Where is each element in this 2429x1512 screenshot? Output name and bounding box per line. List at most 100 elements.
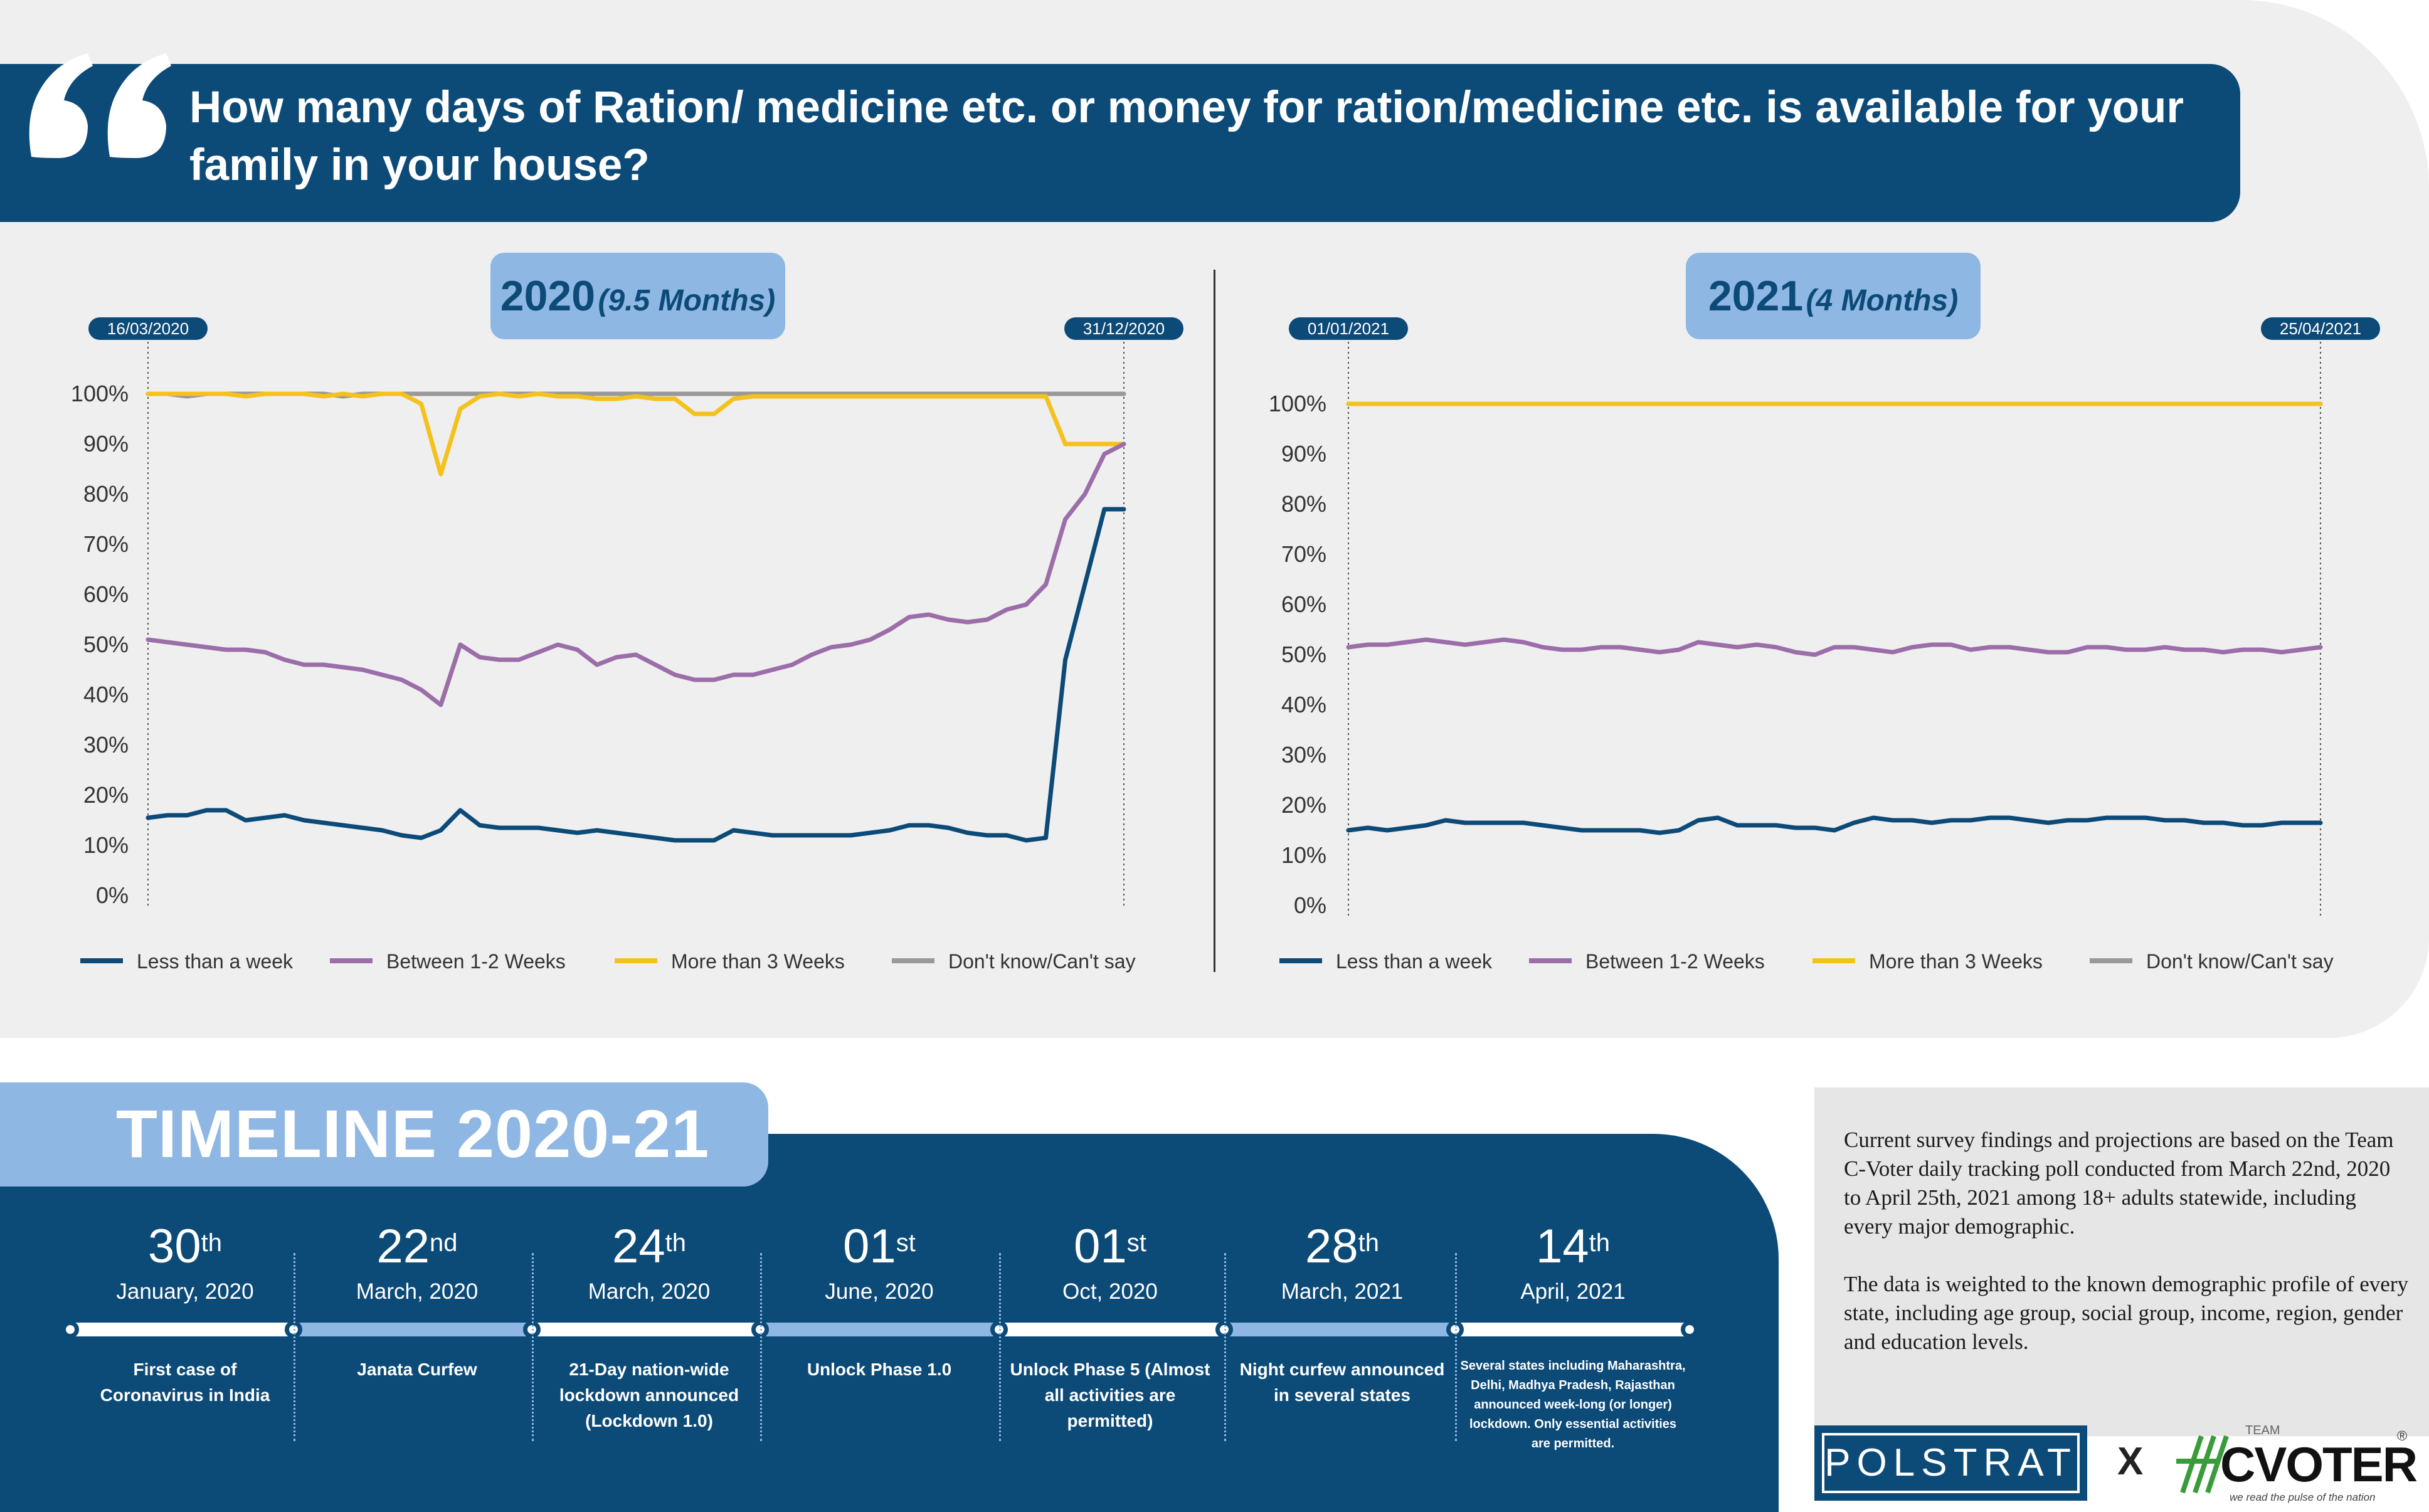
legend-label-between: Between 1-2 Weeks bbox=[386, 950, 566, 973]
logo-separator: X bbox=[2117, 1440, 2144, 1483]
timeline-dot bbox=[1681, 1321, 1698, 1338]
timeline-header bbox=[0, 1082, 768, 1187]
methodology-box bbox=[1814, 1087, 2429, 1436]
timeline-date: 28th March, 2021 bbox=[1239, 1222, 1446, 1304]
methodology-text: Current survey findings and projections … bbox=[1844, 1126, 2408, 1385]
timeline-date: 30th January, 2020 bbox=[82, 1222, 288, 1304]
timeline-month: April, 2021 bbox=[1520, 1279, 1626, 1304]
y-tick-label: 10% bbox=[1281, 842, 1326, 868]
series-line-less bbox=[146, 507, 1126, 843]
cvoter-tagline: we read the pulse of the nation bbox=[2230, 1491, 2376, 1503]
series-line-less bbox=[1346, 815, 2323, 835]
timeline-day-suffix: th bbox=[201, 1229, 222, 1257]
timeline-description: Janata Curfew bbox=[357, 1360, 477, 1379]
legend-label-dontknow: Don't know/Can't say bbox=[2146, 950, 2334, 973]
timeline-date: 24th March, 2020 bbox=[546, 1222, 753, 1304]
question-text: How many days of Ration/ medicine etc. o… bbox=[189, 83, 2184, 190]
end-date-badge-text: 25/04/2021 bbox=[2280, 319, 2361, 338]
cvoter-bars-icon bbox=[2176, 1435, 2229, 1494]
legend-label-less: Less than a week bbox=[1336, 950, 1493, 973]
timeline-segment bbox=[70, 1323, 294, 1336]
question-banner bbox=[0, 64, 2240, 222]
timeline-segment bbox=[1455, 1323, 1690, 1336]
timeline-day: 30th bbox=[148, 1220, 222, 1273]
timeline-day-suffix: st bbox=[896, 1229, 916, 1257]
timeline-segment bbox=[999, 1323, 1224, 1336]
timeline-day-suffix: nd bbox=[430, 1229, 458, 1257]
y-tick-label: 90% bbox=[1281, 441, 1326, 467]
timeline-date: 22nd March, 2020 bbox=[314, 1222, 521, 1304]
legend-label-more: More than 3 Weeks bbox=[671, 950, 845, 973]
y-tick-label: 50% bbox=[83, 632, 129, 657]
timeline-day-suffix: th bbox=[1358, 1229, 1379, 1257]
legend-label-more: More than 3 Weeks bbox=[1869, 950, 2043, 973]
y-tick-label: 100% bbox=[1269, 391, 1326, 416]
timeline-month: March, 2020 bbox=[356, 1279, 479, 1304]
timeline-day-suffix: st bbox=[1126, 1229, 1146, 1257]
timeline-day: 28th bbox=[1305, 1220, 1379, 1273]
timeline-dot bbox=[61, 1321, 79, 1338]
line-charts: 16/03/2020 31/12/2020 0% 10% 20% 30% 40% 50% 60%… bbox=[71, 317, 2380, 973]
cvoter-team-label: TEAM bbox=[2245, 1424, 2280, 1437]
y-tick-label: 70% bbox=[83, 531, 129, 557]
timeline-day: 22nd bbox=[376, 1220, 458, 1273]
chart-year: 2021 bbox=[1708, 272, 1804, 320]
series-line-between bbox=[1346, 637, 2323, 657]
timeline-segment bbox=[1224, 1323, 1455, 1336]
timeline-day: 01st bbox=[1074, 1220, 1146, 1273]
timeline-date: 14th April, 2021 bbox=[1469, 1222, 1676, 1304]
chart-subtitle: (4 Months) bbox=[1806, 284, 1959, 317]
legend-label-dontknow: Don't know/Can't say bbox=[948, 950, 1136, 973]
legend-label-between: Between 1-2 Weeks bbox=[1585, 950, 1765, 973]
polstrat-logo-text: POLSTRAT bbox=[1822, 1433, 2080, 1493]
y-tick-label: 50% bbox=[1281, 642, 1326, 667]
chart-year: 2020 bbox=[500, 272, 596, 320]
y-tick-label: 30% bbox=[1281, 742, 1326, 768]
start-date-badge-text: 16/03/2020 bbox=[107, 319, 189, 338]
end-date-badge-text: 31/12/2020 bbox=[1083, 319, 1165, 338]
timeline-separator bbox=[532, 1253, 534, 1441]
timeline-description: Unlock Phase 5 (Almost all activities ar… bbox=[1010, 1360, 1210, 1430]
timeline-separator bbox=[294, 1253, 295, 1441]
timeline-day-suffix: th bbox=[1589, 1229, 1610, 1257]
y-tick-label: 20% bbox=[83, 782, 129, 808]
timeline-day-suffix: th bbox=[665, 1229, 686, 1257]
y-tick-label: 40% bbox=[83, 682, 129, 707]
y-tick-label: 10% bbox=[83, 832, 129, 858]
end-date-badge bbox=[2261, 317, 2380, 340]
timeline-date: 01st June, 2020 bbox=[776, 1222, 983, 1304]
registered-mark: ® bbox=[2397, 1428, 2408, 1444]
polstrat-logo: POLSTRAT bbox=[1814, 1425, 2087, 1501]
y-tick-label: 80% bbox=[83, 481, 129, 507]
timeline-separator bbox=[1455, 1253, 1457, 1441]
cvoter-logo-text: CVOTER bbox=[2220, 1437, 2418, 1492]
timeline-description: 21-Day nation-wide lockdown announced (L… bbox=[559, 1360, 739, 1430]
y-tick-label: 20% bbox=[1281, 792, 1326, 818]
end-date-badge bbox=[1064, 317, 1183, 340]
timeline-day: 14th bbox=[1536, 1220, 1610, 1273]
timeline-month: March, 2020 bbox=[588, 1279, 711, 1304]
start-date-badge bbox=[88, 317, 208, 340]
timeline-segment bbox=[532, 1323, 760, 1336]
timeline-month: June, 2020 bbox=[825, 1279, 934, 1304]
timeline-description: Several states including Maharashtra, De… bbox=[1460, 1359, 1686, 1451]
timeline-date: 01st Oct, 2020 bbox=[1007, 1222, 1214, 1304]
timeline-month: January, 2020 bbox=[116, 1279, 254, 1304]
y-tick-label: 0% bbox=[1294, 892, 1326, 918]
timeline-segment bbox=[294, 1323, 532, 1336]
timeline-month: March, 2021 bbox=[1281, 1279, 1404, 1304]
y-tick-label: 80% bbox=[1281, 491, 1326, 517]
y-tick-label: 60% bbox=[83, 581, 129, 607]
legend-label-less: Less than a week bbox=[137, 950, 294, 973]
y-tick-label: 0% bbox=[96, 882, 129, 908]
chart-title-2021: 2021 (4 Months) bbox=[1686, 253, 1981, 339]
timeline-description: First case of Coronavirus in India bbox=[100, 1360, 270, 1405]
y-tick-label: 70% bbox=[1281, 541, 1326, 567]
timeline-separator bbox=[999, 1253, 1001, 1441]
timeline-description: Unlock Phase 1.0 bbox=[807, 1360, 952, 1379]
timeline-description: Night curfew announced in several states bbox=[1239, 1360, 1445, 1405]
y-tick-label: 60% bbox=[1281, 591, 1326, 617]
chart-title-2020: 2020 (9.5 Months) bbox=[490, 253, 785, 339]
timeline-day: 01st bbox=[843, 1220, 916, 1273]
timeline-day: 24th bbox=[612, 1220, 686, 1273]
